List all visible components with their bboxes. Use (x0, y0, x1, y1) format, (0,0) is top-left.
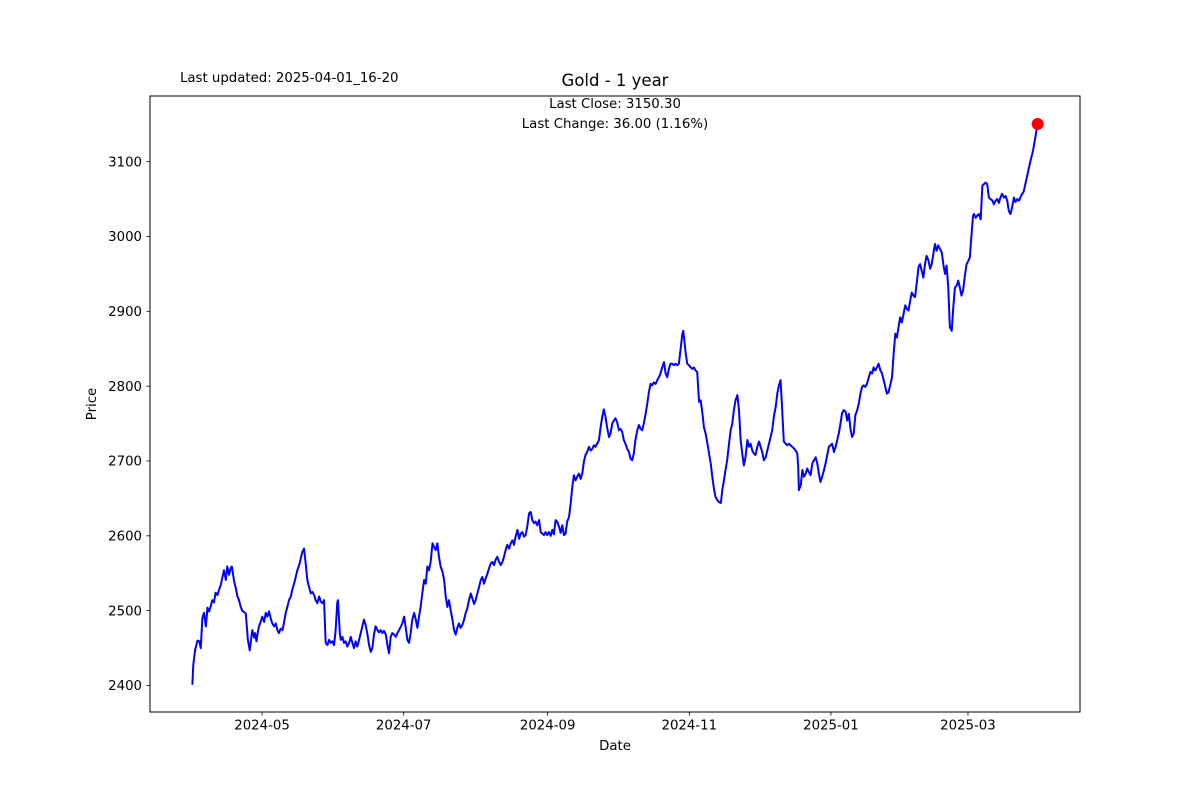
y-tick-label: 3100 (108, 155, 142, 170)
chart-title: Gold - 1 year (561, 71, 669, 90)
y-tick-label: 2600 (108, 530, 142, 545)
y-tick-label: 2800 (108, 380, 142, 395)
y-axis-label: Price (84, 387, 100, 420)
x-tick-label: 2025-03 (940, 719, 996, 734)
last-updated-label: Last updated: 2025-04-01_16-20 (180, 71, 399, 86)
x-tick-label: 2024-07 (376, 719, 432, 734)
y-tick-label: 2900 (108, 305, 142, 320)
y-tick-label: 2400 (108, 679, 142, 694)
y-tick-label: 3000 (108, 230, 142, 245)
price-line (191, 122, 1039, 686)
last-price-marker (1031, 117, 1044, 130)
x-tick-label: 2024-05 (234, 719, 290, 734)
x-tick-label: 2025-01 (803, 719, 859, 734)
x-tick-label: 2024-09 (520, 719, 576, 734)
y-tick-label: 2500 (108, 604, 142, 619)
axes-frame (149, 95, 1081, 713)
annotation-last-change: Last Change: 36.00 (1.16%) (521, 116, 709, 132)
x-tick-label: 2024-11 (662, 719, 718, 734)
annotation-last-close: Last Close: 3150.30 (549, 97, 681, 112)
x-axis-label: Date (599, 739, 631, 754)
y-tick-label: 2700 (108, 455, 142, 470)
